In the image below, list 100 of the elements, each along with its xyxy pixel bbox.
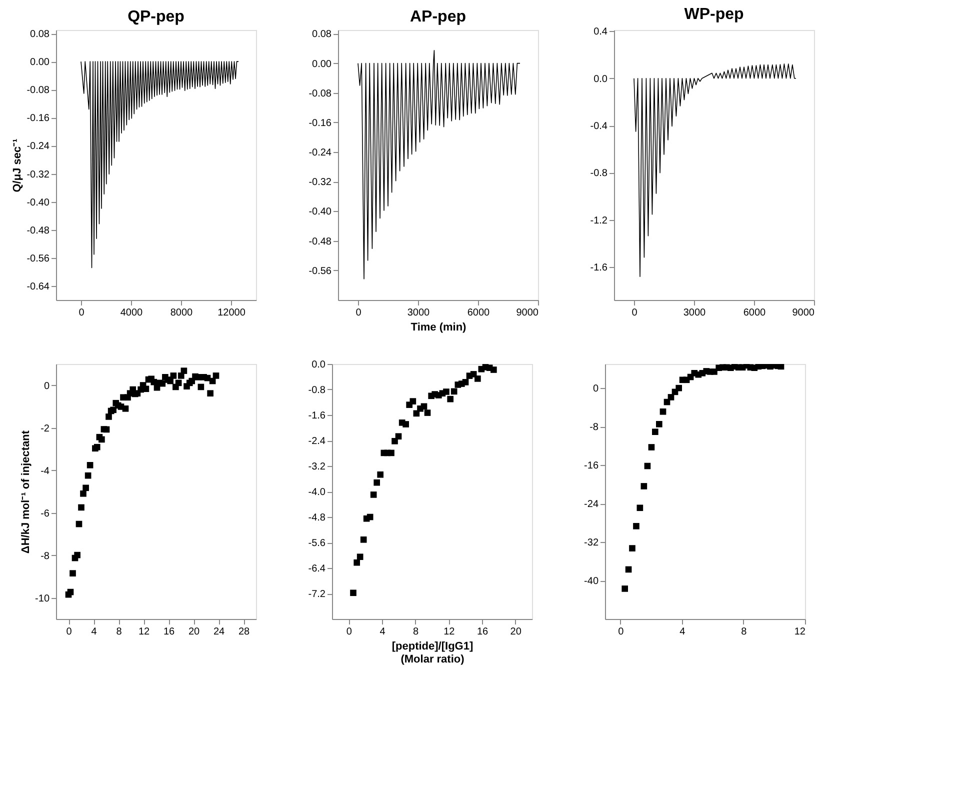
y-tick-label: -0.40 (26, 197, 50, 208)
y-axis-title: ΔH/kJ mol⁻¹ of injectant (20, 430, 32, 554)
y-tick-label: -0.24 (26, 141, 50, 152)
line-series (80, 61, 239, 268)
point (167, 378, 174, 384)
point (350, 590, 356, 596)
y-tick-label: -0.56 (26, 253, 50, 264)
point (395, 433, 402, 440)
x-tick-label: 4000 (120, 308, 144, 318)
y-tick-label: -0.32 (308, 177, 332, 188)
x-tick-label: 0 (632, 308, 638, 318)
x-tick-label: 4 (680, 626, 686, 638)
y-tick-label: -0.16 (26, 113, 50, 124)
point (198, 384, 204, 390)
y-tick-label: 0 (44, 380, 50, 392)
chart-title: WP-pep (684, 6, 744, 24)
point (377, 471, 384, 478)
x-tick-label: 0 (78, 308, 85, 318)
x-tick-label: 8 (413, 626, 420, 638)
point (402, 421, 409, 428)
point (110, 406, 116, 414)
point (74, 552, 80, 558)
y-tick-label: -1.6 (308, 410, 326, 422)
x-tick-label: 6000 (743, 308, 766, 318)
line-series (358, 50, 520, 280)
point (652, 428, 658, 436)
y-tick-label: 0.00 (312, 58, 332, 70)
point (122, 405, 129, 412)
point (106, 414, 112, 420)
x-tick-label: 12 (444, 626, 456, 638)
point (462, 379, 469, 386)
y-tick-label: -16 (584, 460, 599, 472)
y-tick-label: -1.2 (590, 215, 608, 226)
x-tick-label: 28 (238, 626, 250, 638)
point (67, 588, 74, 596)
point (656, 420, 662, 428)
x-tick-label: 8000 (170, 308, 194, 318)
y-tick-label: -0.40 (308, 206, 332, 218)
x-tick-label: 0 (356, 308, 362, 318)
y-tick-label: -4.8 (308, 512, 326, 524)
point (410, 398, 416, 404)
y-tick-label: 0 (592, 384, 599, 395)
point (622, 586, 628, 592)
x-axis-title: [peptide]/[IgG1] (Molar ratio) (392, 640, 474, 666)
point (356, 554, 364, 560)
point (370, 492, 377, 498)
y-tick-label: -0.24 (308, 148, 332, 159)
y-tick-label: -0.64 (26, 281, 50, 292)
point (86, 462, 94, 468)
x-tick-label: 16 (163, 626, 175, 638)
y-tick-label: -4 (40, 466, 50, 477)
y-tick-label: -10 (35, 593, 50, 604)
point (180, 368, 188, 374)
point (207, 390, 214, 396)
x-tick-label: 8 (741, 626, 748, 638)
point (443, 388, 450, 395)
x-tick-label: 9000 (516, 308, 539, 318)
point (625, 566, 632, 573)
y-tick-label: -6 (40, 508, 50, 520)
x-axis-title: Time (min) (410, 322, 467, 334)
x-tick-label: 8 (116, 626, 122, 638)
x-tick-label: 24 (213, 626, 225, 638)
x-tick-label: 20 (188, 626, 200, 638)
y-tick-label: -3.2 (308, 462, 326, 472)
point (84, 472, 92, 479)
x-tick-label: 12 (794, 626, 806, 638)
y-tick-label: -0.8 (590, 168, 608, 180)
point (778, 364, 784, 370)
point (70, 570, 76, 576)
point (392, 438, 398, 444)
y-tick-label: 0.0 (312, 360, 326, 370)
x-tick-label: 4 (91, 626, 98, 638)
point (447, 396, 454, 402)
y-tick-label: -1.6 (590, 262, 608, 274)
point (82, 484, 89, 492)
point (76, 520, 82, 528)
point (633, 522, 640, 530)
x-tick-label: 3000 (683, 308, 706, 318)
point (98, 436, 105, 443)
x-tick-label: 3000 (407, 308, 430, 318)
point (676, 384, 682, 392)
y-tick-label: -7.2 (308, 589, 326, 600)
point (388, 450, 394, 456)
x-tick-label: 12000 (218, 308, 246, 318)
point (490, 366, 497, 373)
y-tick-label: -8 (40, 550, 50, 562)
point (78, 504, 84, 511)
y-tick-label: 0.00 (30, 57, 50, 68)
y-tick-label: 0.08 (312, 29, 332, 40)
y-tick-label: -0.08 (26, 85, 50, 96)
x-tick-label: 16 (476, 626, 488, 638)
y-tick-label: -0.16 (308, 118, 332, 129)
point (103, 426, 110, 433)
point (212, 372, 220, 379)
y-tick-label: 0.0 (594, 74, 608, 85)
y-tick-label: -2 (40, 423, 50, 434)
point (424, 410, 431, 416)
point (450, 388, 458, 395)
x-tick-label: 0 (618, 626, 624, 638)
y-tick-label: -5.6 (308, 538, 326, 549)
